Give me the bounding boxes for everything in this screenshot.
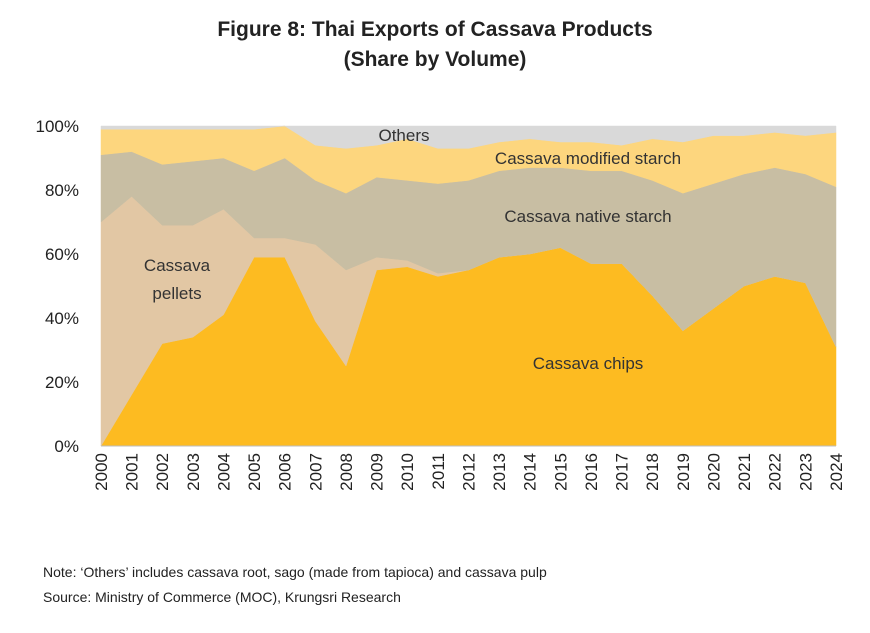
x-tick-label: 2006 xyxy=(276,453,295,491)
x-tick-label: 2002 xyxy=(153,453,172,491)
y-tick-label: 20% xyxy=(45,373,79,392)
x-tick-label: 2017 xyxy=(613,453,632,491)
y-tick-label: 100% xyxy=(36,117,79,136)
y-axis: 0% 20% 40% 60% 80% 100% xyxy=(36,117,79,456)
area-layer xyxy=(100,125,837,447)
x-tick-label: 2007 xyxy=(306,453,325,491)
series-label-cassava-modified-starch: Cassava modified starch xyxy=(495,149,681,168)
chart-note: Note: ‘Others’ includes cassava root, sa… xyxy=(43,564,547,580)
y-tick-label: 80% xyxy=(45,181,79,200)
x-tick-label: 2018 xyxy=(643,453,662,491)
x-tick-label: 2022 xyxy=(766,453,785,491)
chart-source: Source: Ministry of Commerce (MOC), Krun… xyxy=(43,589,401,605)
x-tick-label: 2005 xyxy=(245,453,264,491)
series-label-cassava-pellets: Cassava xyxy=(144,256,211,275)
series-label-cassava-pellets: pellets xyxy=(152,284,201,303)
x-axis: 2000 2001 2002 2003 2004 2005 2006 2007 2008 2009… xyxy=(92,445,846,491)
x-tick-label: 2016 xyxy=(582,453,601,491)
x-tick-label: 2012 xyxy=(459,453,478,491)
area-others xyxy=(100,125,837,149)
x-tick-label: 2000 xyxy=(92,453,111,491)
x-tick-label: 2023 xyxy=(796,453,815,491)
x-tick-label: 2003 xyxy=(184,453,203,491)
x-tick-label: 2014 xyxy=(521,453,540,491)
series-label-others: Others xyxy=(378,126,429,145)
series-label-cassava-chips: Cassava chips xyxy=(533,354,644,373)
x-tick-label: 2004 xyxy=(214,453,233,491)
chart-title: Figure 8: Thai Exports of Cassava Produc… xyxy=(217,18,653,41)
x-tick-label: 2001 xyxy=(123,453,142,491)
x-tick-label: 2021 xyxy=(735,453,754,491)
x-tick-label: 2024 xyxy=(827,453,846,491)
series-labels: Cassava chips Cassava pellets Cassava nativ… xyxy=(144,126,681,373)
x-tick-label: 2010 xyxy=(398,453,417,491)
y-tick-label: 0% xyxy=(54,437,79,456)
series-label-cassava-native-starch: Cassava native starch xyxy=(504,207,671,226)
x-tick-label: 2008 xyxy=(337,453,356,491)
x-tick-label: 2011 xyxy=(429,453,448,490)
y-tick-label: 40% xyxy=(45,309,79,328)
y-tick-label: 60% xyxy=(45,245,79,264)
chart-subtitle: (Share by Volume) xyxy=(343,48,527,71)
x-tick-label: 2020 xyxy=(704,453,723,491)
x-tick-label: 2015 xyxy=(551,453,570,491)
x-tick-label: 2013 xyxy=(490,453,509,491)
x-tick-label: 2009 xyxy=(368,453,387,491)
x-tick-label: 2019 xyxy=(674,453,693,491)
